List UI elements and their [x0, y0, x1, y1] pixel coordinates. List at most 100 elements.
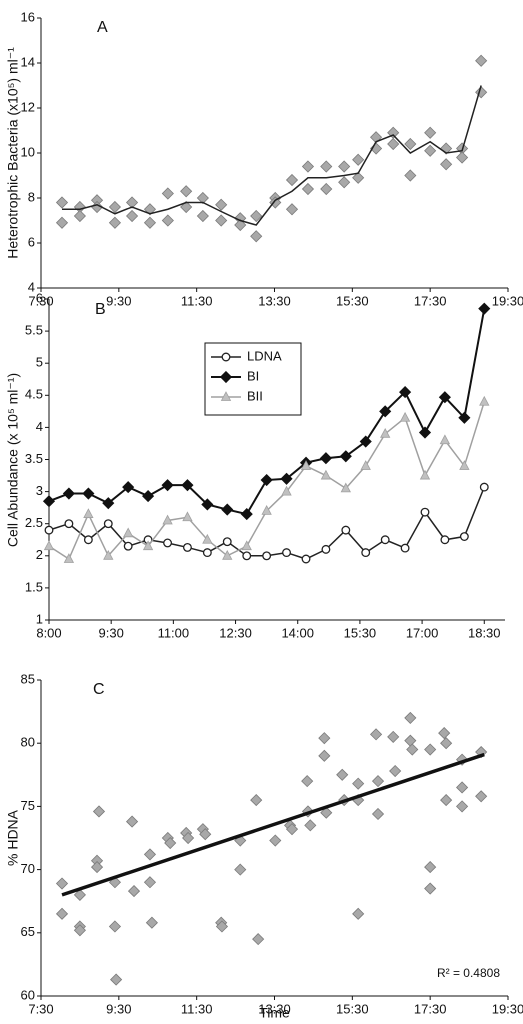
data-point	[440, 737, 453, 750]
data-point	[125, 815, 139, 828]
y-tick-label: 3	[36, 483, 43, 498]
y-tick-label: 14	[21, 54, 35, 69]
legend-label: BII	[247, 388, 263, 403]
y-tick-label: 4	[36, 419, 43, 434]
data-point	[43, 540, 55, 551]
data-point	[202, 548, 212, 558]
data-point	[479, 395, 490, 406]
data-point	[108, 216, 122, 229]
x-tick-label: 15:30	[344, 625, 377, 640]
x-tick-label: 7:30	[28, 293, 53, 308]
data-point	[285, 203, 299, 216]
y-tick-label: 5	[36, 355, 43, 370]
data-point	[301, 554, 311, 564]
data-point	[418, 426, 432, 439]
x-tick-label: 18:30	[468, 625, 501, 640]
data-point	[424, 144, 437, 157]
x-tick-label: 14:00	[281, 625, 314, 640]
data-point	[201, 498, 214, 511]
data-point	[424, 126, 437, 139]
data-point	[125, 196, 139, 209]
data-point	[320, 469, 332, 480]
data-point	[387, 137, 400, 151]
y-tick-label: 6	[28, 234, 35, 249]
data-point	[380, 535, 390, 545]
y-tick-label: 85	[21, 671, 35, 686]
data-point	[439, 434, 451, 445]
data-point	[202, 533, 213, 544]
y-axis-label: Heterotrophic Bacteria (x10⁵) ml⁻¹	[5, 47, 21, 259]
data-point	[320, 806, 333, 819]
data-point	[64, 519, 74, 529]
data-point	[250, 794, 263, 807]
x-tick-label: 15:30	[336, 1001, 369, 1016]
data-point	[341, 525, 351, 535]
data-point	[380, 427, 391, 438]
data-point	[108, 200, 122, 214]
data-point	[456, 151, 469, 164]
data-point	[352, 171, 365, 184]
data-point	[182, 831, 195, 845]
data-point	[103, 549, 114, 560]
series-line	[62, 85, 482, 226]
x-tick-label: 11:30	[181, 1001, 213, 1016]
y-tick-label: 60	[21, 987, 35, 1002]
data-point	[475, 790, 488, 803]
data-point	[42, 495, 56, 508]
y-tick-label: 5.5	[25, 323, 43, 338]
data-point	[62, 487, 75, 500]
legend-label: BI	[247, 368, 259, 383]
data-point	[458, 411, 471, 424]
y-tick-label: 75	[21, 798, 35, 813]
data-point	[269, 196, 282, 209]
data-point	[215, 214, 228, 227]
data-point	[371, 775, 385, 788]
data-point	[389, 764, 402, 778]
data-point	[183, 543, 192, 552]
data-point	[215, 920, 229, 933]
data-point	[304, 819, 317, 832]
data-point	[142, 490, 155, 503]
data-point	[301, 160, 315, 173]
x-tick-label: 15:30	[336, 293, 369, 308]
data-point	[300, 460, 312, 470]
data-point	[161, 187, 174, 200]
data-point	[404, 711, 417, 724]
data-point	[319, 452, 332, 465]
data-point	[456, 800, 469, 813]
data-point	[320, 182, 333, 196]
data-point	[164, 836, 177, 850]
data-point	[406, 743, 419, 756]
x-tick-label: 9:30	[106, 293, 131, 308]
data-point	[281, 485, 292, 496]
x-tick-label: 19:30	[492, 293, 523, 308]
panel-label: C	[93, 681, 105, 698]
data-point	[260, 473, 273, 487]
data-point	[352, 153, 365, 166]
x-tick-label: 11:00	[158, 625, 190, 640]
data-point	[301, 182, 315, 196]
data-point	[424, 861, 437, 874]
data-point	[387, 730, 400, 743]
data-point	[360, 460, 371, 470]
data-point	[215, 198, 228, 211]
data-point	[222, 537, 232, 547]
data-point	[456, 781, 469, 794]
data-point	[234, 218, 247, 232]
data-point	[301, 775, 314, 788]
y-axis-label: % HDNA	[5, 809, 21, 866]
series-line	[61, 752, 485, 897]
data-point	[285, 823, 299, 836]
x-tick-label: 11:30	[181, 293, 213, 308]
data-point	[103, 519, 113, 529]
data-point	[162, 514, 173, 525]
y-tick-label: 6	[36, 290, 43, 305]
data-point	[145, 916, 158, 929]
y-tick-label: 70	[21, 861, 35, 876]
y-tick-label: 4.5	[25, 387, 43, 402]
y-tick-label: 2	[36, 547, 43, 562]
data-point	[419, 469, 431, 480]
data-point	[221, 503, 234, 516]
